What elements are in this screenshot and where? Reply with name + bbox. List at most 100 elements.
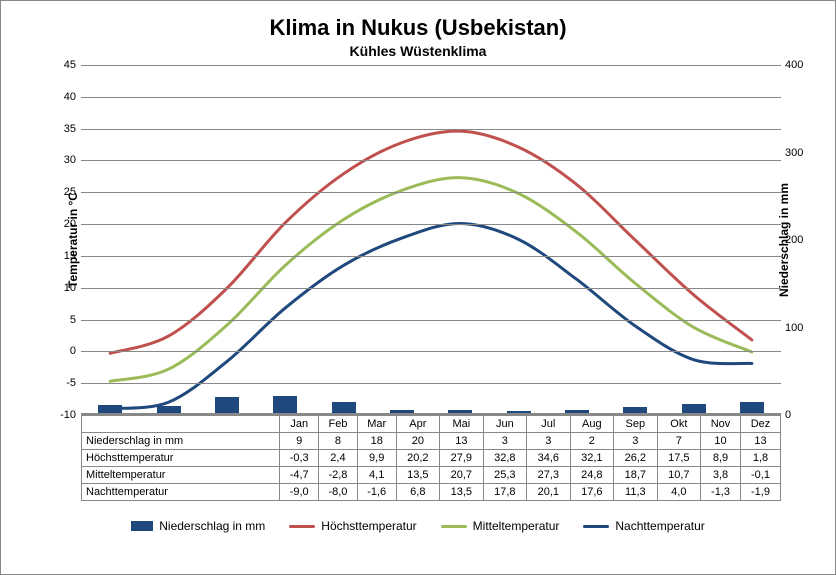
line-series xyxy=(81,65,781,415)
data-cell: 24,8 xyxy=(570,467,614,484)
plot-area: -10-50510152025303540450100200300400 xyxy=(81,65,781,415)
legend-label: Höchsttemperatur xyxy=(321,519,416,533)
data-cell: 13 xyxy=(440,433,484,450)
legend-line-icon xyxy=(583,525,609,528)
precip-bar xyxy=(98,405,122,413)
precip-bar xyxy=(507,411,531,413)
grid-line xyxy=(81,288,781,289)
precip-bar xyxy=(332,402,356,413)
ytick-left: -10 xyxy=(51,409,76,421)
data-cell: -1,6 xyxy=(357,484,396,501)
precip-bar xyxy=(273,396,297,414)
grid-line xyxy=(81,97,781,98)
data-table: JanFebMarAprMaiJunJulAugSepOktNovDezNied… xyxy=(81,415,781,501)
data-cell: 6,8 xyxy=(396,484,440,501)
ytick-left: 10 xyxy=(51,282,76,294)
precip-bar xyxy=(740,402,764,413)
ytick-left: 35 xyxy=(51,123,76,135)
data-cell: 32,1 xyxy=(570,450,614,467)
ytick-left: -5 xyxy=(51,377,76,389)
data-cell: -8,0 xyxy=(319,484,358,501)
data-cell: -0,3 xyxy=(280,450,319,467)
ytick-right: 300 xyxy=(785,147,813,159)
legend-line-icon xyxy=(441,525,467,528)
month-header: Aug xyxy=(570,416,614,433)
precip-bar xyxy=(565,410,589,413)
month-header: Jun xyxy=(483,416,527,433)
chart-title: Klima in Nukus (Usbekistan) xyxy=(21,15,815,41)
precip-bar xyxy=(623,407,647,413)
data-cell: 20,2 xyxy=(396,450,440,467)
data-cell: 20,1 xyxy=(527,484,571,501)
ytick-right: 0 xyxy=(785,409,813,421)
grid-line xyxy=(81,65,781,66)
grid-line xyxy=(81,320,781,321)
row-label: Niederschlag in mm xyxy=(82,433,280,450)
data-cell: 9 xyxy=(280,433,319,450)
ytick-left: 15 xyxy=(51,250,76,262)
ytick-left: 5 xyxy=(51,314,76,326)
data-cell: 13 xyxy=(740,433,780,450)
data-cell: 4,0 xyxy=(657,484,701,501)
legend-item: Mitteltemperatur xyxy=(441,519,560,533)
grid-line xyxy=(81,383,781,384)
legend: Niederschlag in mm Höchsttemperatur Mittel… xyxy=(21,519,815,533)
data-cell: 3,8 xyxy=(701,467,741,484)
legend-label: Niederschlag in mm xyxy=(159,519,265,533)
month-header: Mai xyxy=(440,416,484,433)
chart-area: Temperatur in °C Niederschlag in mm -10-… xyxy=(81,65,781,415)
data-cell: 3 xyxy=(483,433,527,450)
data-cell: -9,0 xyxy=(280,484,319,501)
data-cell: 34,6 xyxy=(527,450,571,467)
precip-bar xyxy=(448,410,472,413)
data-cell: 1,8 xyxy=(740,450,780,467)
grid-line xyxy=(81,160,781,161)
data-cell: 13,5 xyxy=(396,467,440,484)
legend-label: Nachttemperatur xyxy=(615,519,704,533)
data-cell: 8,9 xyxy=(701,450,741,467)
ytick-left: 25 xyxy=(51,186,76,198)
data-cell: 25,3 xyxy=(483,467,527,484)
ytick-left: 45 xyxy=(51,59,76,71)
month-header: Nov xyxy=(701,416,741,433)
legend-item: Niederschlag in mm xyxy=(131,519,265,533)
data-cell: 10,7 xyxy=(657,467,701,484)
data-cell: 26,2 xyxy=(614,450,658,467)
data-cell: 7 xyxy=(657,433,701,450)
legend-item: Nachttemperatur xyxy=(583,519,704,533)
legend-line-icon xyxy=(289,525,315,528)
grid-line xyxy=(81,129,781,130)
precip-bar xyxy=(390,410,414,413)
data-cell: 27,3 xyxy=(527,467,571,484)
legend-bar-icon xyxy=(131,521,153,531)
precip-bar xyxy=(215,397,239,413)
precip-bar xyxy=(682,404,706,413)
data-cell: 8 xyxy=(319,433,358,450)
month-header: Sep xyxy=(614,416,658,433)
ytick-right: 200 xyxy=(785,234,813,246)
grid-line xyxy=(81,351,781,352)
data-cell: 17,8 xyxy=(483,484,527,501)
data-cell: -0,1 xyxy=(740,467,780,484)
data-cell: 3 xyxy=(614,433,658,450)
row-label: Höchsttemperatur xyxy=(82,450,280,467)
month-header: Apr xyxy=(396,416,440,433)
data-cell: 2,4 xyxy=(319,450,358,467)
grid-line xyxy=(81,192,781,193)
data-cell: 11,3 xyxy=(614,484,658,501)
table-corner xyxy=(82,416,280,433)
data-cell: 10 xyxy=(701,433,741,450)
month-header: Dez xyxy=(740,416,780,433)
data-cell: -1,9 xyxy=(740,484,780,501)
ytick-left: 0 xyxy=(51,345,76,357)
data-cell: 32,8 xyxy=(483,450,527,467)
data-cell: -4,7 xyxy=(280,467,319,484)
data-cell: 4,1 xyxy=(357,467,396,484)
data-cell: 18,7 xyxy=(614,467,658,484)
data-cell: 13,5 xyxy=(440,484,484,501)
data-cell: 17,5 xyxy=(657,450,701,467)
data-cell: -1,3 xyxy=(701,484,741,501)
climate-chart: Klima in Nukus (Usbekistan) Kühles Wüste… xyxy=(0,0,836,575)
month-header: Jul xyxy=(527,416,571,433)
data-cell: 20,7 xyxy=(440,467,484,484)
